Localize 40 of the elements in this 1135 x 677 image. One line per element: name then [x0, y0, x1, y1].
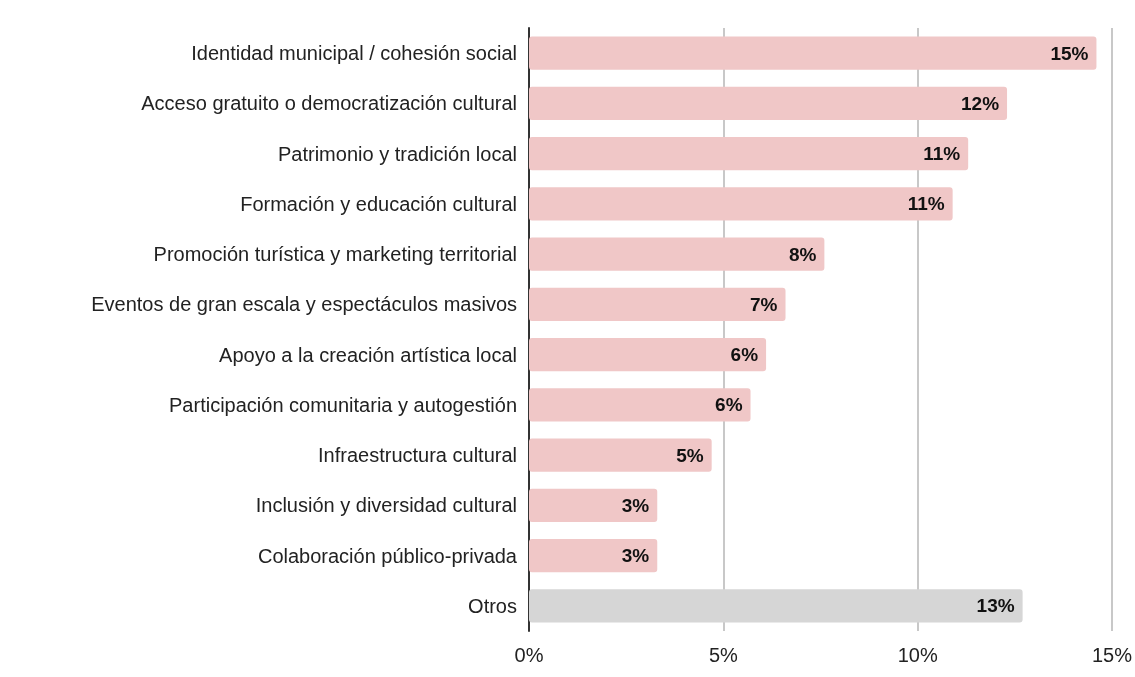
- y-tick-label: Colaboración público-privada: [257, 544, 518, 567]
- data-label: 11%: [923, 143, 961, 165]
- bar: [529, 438, 712, 472]
- bar: [529, 589, 1023, 623]
- bar: [529, 36, 1097, 70]
- x-tick-label: 15%: [1091, 644, 1133, 666]
- data-label: 13%: [976, 595, 1015, 617]
- y-tick-label: Identidad municipal / cohesión social: [191, 42, 517, 65]
- y-tick-label: Apoyo a la creación artística local: [219, 343, 517, 366]
- data-label: 8%: [788, 243, 817, 265]
- y-tick-label: Eventos de gran escala y espectáculos masivos: [91, 293, 517, 316]
- bar: [529, 237, 825, 271]
- y-tick-label: Patrimonio y tradición local: [278, 142, 517, 165]
- bar: [529, 187, 953, 221]
- y-tick-label: Otros: [468, 594, 517, 617]
- data-label: 11%: [907, 193, 945, 215]
- x-tick-label: 0%: [514, 644, 544, 666]
- data-label: 3%: [621, 494, 650, 516]
- bar: [529, 338, 767, 372]
- y-tick-label: Infraestructura cultural: [318, 444, 517, 467]
- x-tick-label: 5%: [708, 644, 738, 666]
- y-tick-label: Inclusión y diversidad cultural: [255, 494, 517, 517]
- bar: [529, 539, 658, 573]
- data-label: 6%: [730, 344, 759, 366]
- data-label: 5%: [676, 444, 704, 466]
- y-tick-label: Acceso gratuito o democratización cultural: [141, 92, 517, 115]
- y-tick-label: Promoción turística y marketing territorial: [153, 243, 517, 266]
- bar: [529, 388, 751, 422]
- bar: [529, 287, 786, 321]
- bar: [529, 86, 1008, 120]
- x-tick-label: 10%: [897, 644, 938, 666]
- bar: [529, 488, 658, 522]
- data-label: 7%: [750, 293, 778, 315]
- bar: [529, 137, 969, 171]
- y-tick-label: Participación comunitaria y autogestión: [169, 393, 517, 416]
- data-label: 12%: [961, 92, 1000, 114]
- y-tick-label: Formación y educación cultural: [240, 192, 517, 215]
- data-label: 15%: [1050, 42, 1089, 64]
- data-label: 3%: [621, 545, 650, 567]
- data-label: 6%: [715, 394, 743, 416]
